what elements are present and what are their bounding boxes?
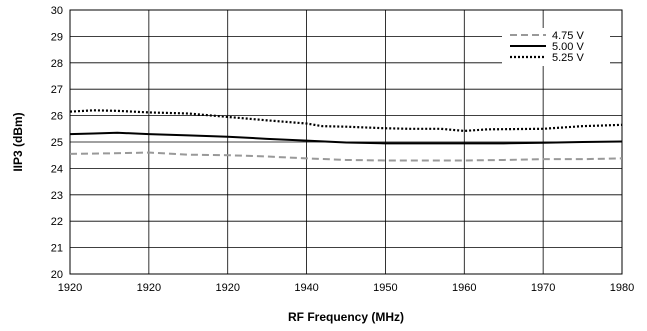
y-tick-label: 23	[51, 190, 63, 202]
y-tick-label: 25	[51, 137, 63, 149]
x-tick-label: 1980	[610, 282, 634, 294]
y-tick-label: 24	[51, 163, 63, 175]
series-line-1	[69, 131, 623, 145]
legend: 4.75 V5.00 V5.25 V	[502, 28, 610, 66]
x-tick-label: 1920	[215, 282, 239, 294]
series-line-2	[69, 109, 623, 133]
y-axis-ticks: 20 21 22 23 24 25 26 27 28 29 30	[51, 5, 63, 281]
x-tick-label: 1960	[452, 282, 476, 294]
x-tick-label: 1950	[373, 282, 397, 294]
legend-label-1: 5.00 V	[552, 41, 584, 53]
x-tick-label: 1940	[294, 282, 318, 294]
legend-label-2: 5.25 V	[552, 52, 584, 64]
y-tick-label: 22	[51, 216, 63, 228]
x-axis-title: RF Frequency (MHz)	[288, 310, 404, 324]
y-tick-label: 28	[51, 58, 63, 70]
y-axis-title: IIP3 (dBm)	[11, 112, 25, 171]
x-tick-label: 1970	[531, 282, 555, 294]
series-line-0	[69, 151, 623, 162]
x-tick-label: 1920	[137, 282, 161, 294]
series-lines	[69, 109, 623, 162]
legend-label-0: 4.75 V	[552, 30, 584, 42]
y-tick-label: 30	[51, 5, 63, 17]
y-tick-label: 27	[51, 84, 63, 96]
y-tick-label: 20	[51, 269, 63, 281]
y-tick-label: 26	[51, 111, 63, 123]
y-tick-label: 29	[51, 31, 63, 43]
y-tick-label: 21	[51, 243, 63, 255]
x-tick-label: 1920	[58, 282, 82, 294]
x-axis-ticks: 1920 1920 1920 1940 1950 1960 1970 1980	[58, 282, 634, 294]
